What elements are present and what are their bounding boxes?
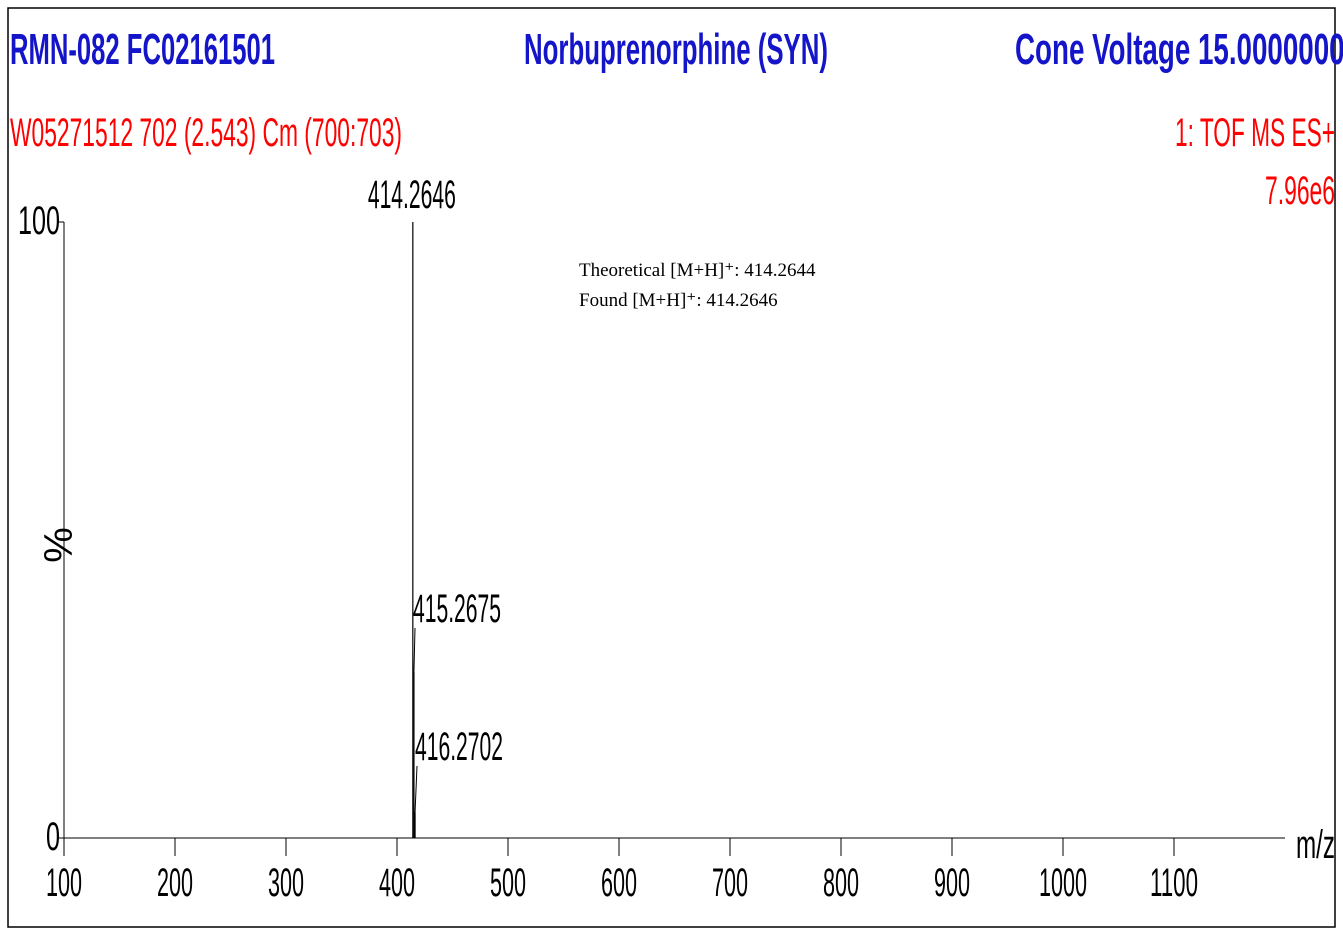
x-tick-label: 400: [379, 861, 415, 905]
leader-line: [414, 765, 418, 813]
x-tick-label: 1000: [1039, 861, 1087, 905]
peak-label: 415.2675: [413, 587, 501, 631]
peak-label: 414.2646: [368, 173, 456, 217]
y-tick-label: 100: [18, 199, 60, 243]
x-tick-label: 600: [601, 861, 637, 905]
x-tick-label: 800: [823, 861, 859, 905]
cone-voltage: Cone Voltage 15.00000000: [1015, 25, 1343, 74]
frame: [7, 7, 1336, 928]
x-tick-label: 900: [934, 861, 970, 905]
x-tick-label: 500: [490, 861, 526, 905]
peak-label: 416.2702: [415, 725, 503, 769]
annotation: Found [M+H]⁺: 414.2646: [579, 290, 778, 311]
x-tick-label: 100: [46, 861, 82, 905]
intensity: 7.96e6: [1265, 169, 1335, 213]
y-tick-label: 0: [46, 815, 60, 859]
x-tick-label: 700: [712, 861, 748, 905]
leader-line: [413, 627, 416, 672]
y-axis-label: %: [37, 527, 81, 563]
sample-id: RMN-082 FC02161501: [10, 25, 275, 74]
chart-title: Norbuprenorphine (SYN): [524, 25, 828, 74]
annotation: Theoretical [M+H]⁺: 414.2644: [579, 260, 816, 281]
x-tick-label: 200: [157, 861, 193, 905]
x-tick-label: 1100: [1150, 861, 1198, 905]
ms-mode: 1: TOF MS ES+: [1175, 111, 1335, 155]
x-axis-label: m/z: [1296, 823, 1335, 867]
x-tick-label: 300: [268, 861, 304, 905]
scan-info: W05271512 702 (2.543) Cm (700:703): [10, 111, 402, 155]
